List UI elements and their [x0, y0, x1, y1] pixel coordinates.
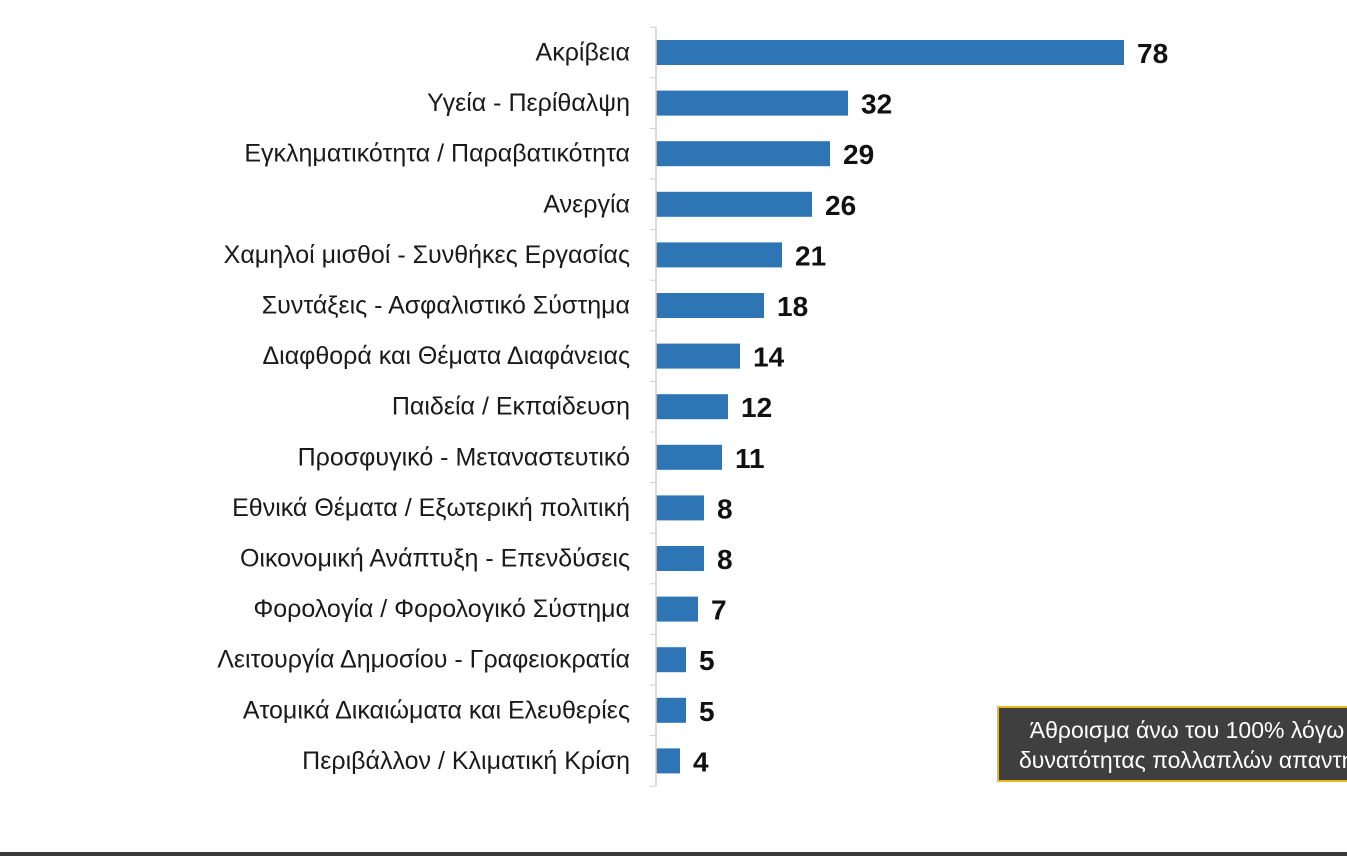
bar: [656, 444, 722, 470]
value-label: 8: [717, 544, 733, 575]
note-box: Άθροισμα άνω του 100% λόγω δυνατότητας π…: [997, 706, 1347, 782]
bar: [656, 546, 704, 571]
category-label: Εθνικά Θέματα / Εξωτερική πολιτική: [232, 494, 630, 522]
bar: [656, 191, 812, 217]
bar: [656, 343, 740, 369]
value-label: 18: [777, 291, 808, 322]
category-axis: [650, 26, 657, 787]
bar: [656, 394, 728, 420]
value-label: 7: [711, 595, 727, 626]
category-label: Ατομικά Δικαιώματα και Ελευθερίες: [243, 696, 630, 724]
bar-chart: Ακρίβεια Υγεία - Περίθαλψη Εγκληματικότητα…: [217, 26, 1168, 787]
value-label: 78: [1137, 38, 1168, 69]
value-label: 21: [795, 240, 826, 271]
bar: [656, 748, 680, 774]
bottom-divider: [0, 852, 1347, 856]
value-label: 29: [843, 139, 874, 170]
category-label: Υγεία - Περίθαλψη: [427, 89, 630, 117]
bar: [656, 242, 782, 268]
value-label: 32: [861, 89, 892, 120]
category-label: Προσφυγικό - Μεταναστευτικό: [298, 443, 630, 471]
category-label: Εγκληματικότητα / Παραβατικότητα: [244, 140, 630, 168]
category-label: Λειτουργία Δημοσίου - Γραφειοκρατία: [217, 646, 630, 674]
category-label: Περιβάλλον / Κλιματική Κρίση: [302, 747, 630, 775]
category-label: Ακρίβεια: [536, 39, 630, 67]
bar: [656, 697, 686, 723]
bar: [656, 141, 830, 167]
value-label: 26: [825, 190, 856, 221]
bar: [656, 495, 704, 521]
value-label: 12: [741, 392, 772, 423]
bar: [656, 40, 1124, 65]
bar: [656, 596, 698, 622]
value-label: 5: [699, 645, 715, 676]
value-label: 11: [735, 443, 765, 474]
value-label: 4: [693, 746, 709, 777]
category-label: Χαμηλοί μισθοί - Συνθήκες Εργασίας: [224, 241, 630, 269]
category-label: Παιδεία / Εκπαίδευση: [392, 393, 630, 421]
category-label: Ανεργία: [543, 190, 630, 218]
category-label: Διαφθορά και Θέματα Διαφάνειας: [262, 342, 630, 370]
note-line-2: δυνατότητας πολλαπλών απαντήσεων: [1019, 747, 1347, 773]
category-label: Συντάξεις - Ασφαλιστικό Σύστημα: [262, 292, 630, 320]
note-line-1: Άθροισμα άνω του 100% λόγω: [1029, 717, 1345, 743]
category-label: Οικονομική Ανάπτυξη - Επενδύσεις: [240, 545, 630, 573]
category-labels: Ακρίβεια Υγεία - Περίθαλψη Εγκληματικότητα…: [217, 39, 630, 775]
value-label: 5: [699, 696, 715, 727]
bars: [656, 40, 1124, 774]
value-label: 8: [717, 493, 733, 524]
bar: [656, 647, 686, 673]
bar: [656, 90, 848, 116]
value-label: 14: [753, 342, 785, 373]
bar: [656, 293, 764, 318]
category-label: Φορολογία / Φορολογικό Σύστημα: [253, 595, 630, 623]
